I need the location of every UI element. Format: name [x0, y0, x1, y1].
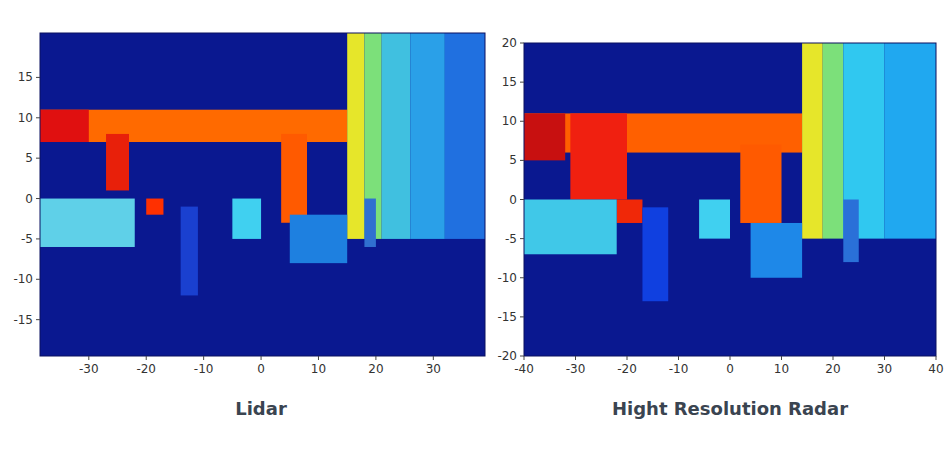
depth-region — [106, 134, 129, 191]
x-tick — [261, 356, 262, 360]
x-tick-label: 20 — [825, 362, 840, 376]
y-tick — [36, 158, 40, 159]
x-tick-label: 20 — [368, 362, 383, 376]
y-tick-label: 10 — [18, 111, 33, 125]
y-tick — [36, 319, 40, 320]
y-tick-label: 15 — [502, 75, 517, 89]
x-tick — [575, 356, 576, 360]
y-tick — [520, 82, 524, 83]
depth-region — [232, 199, 261, 239]
x-tick-label: 0 — [726, 362, 734, 376]
x-tick — [433, 356, 434, 360]
y-tick-label: 20 — [502, 36, 517, 50]
x-tick — [936, 356, 937, 360]
x-tick-label: -20 — [617, 362, 637, 376]
depth-region — [181, 207, 198, 296]
x-tick-label: 30 — [877, 362, 892, 376]
y-tick-label: 10 — [502, 114, 517, 128]
x-tick-label: -30 — [79, 362, 99, 376]
x-tick-label: 10 — [311, 362, 326, 376]
y-tick — [520, 356, 524, 357]
y-tick-label: 5 — [25, 151, 33, 165]
image-background — [40, 33, 485, 356]
x-tick-label: -10 — [669, 362, 689, 376]
depth-region — [823, 43, 844, 239]
depth-region — [740, 145, 781, 223]
x-tick — [884, 356, 885, 360]
x-tick — [524, 356, 525, 360]
x-tick-label: -40 — [514, 362, 534, 376]
figure: -30 -20 -10 0 10 20 30 -15 -10 -5 0 5 10 15 Lidar -40 -3… — [0, 0, 950, 453]
y-tick-label: 15 — [18, 70, 33, 84]
depth-region — [843, 200, 858, 263]
y-tick — [36, 77, 40, 78]
y-tick-label: -20 — [497, 349, 517, 363]
plot-frame — [524, 43, 936, 356]
depth-region — [524, 200, 617, 255]
x-tick — [730, 356, 731, 360]
depth-region — [885, 43, 937, 239]
depth-region — [382, 33, 411, 239]
y-tick — [520, 121, 524, 122]
y-tick-label: -10 — [13, 272, 33, 286]
depth-region — [146, 199, 163, 215]
y-tick — [520, 316, 524, 317]
y-tick — [520, 238, 524, 239]
y-tick-label: 5 — [509, 153, 517, 167]
depth-region — [40, 110, 89, 142]
x-tick — [146, 356, 147, 360]
plot-frame — [40, 33, 485, 356]
y-tick-label: 0 — [509, 193, 517, 207]
y-tick — [36, 117, 40, 118]
y-tick-label: -10 — [497, 271, 517, 285]
x-tick — [833, 356, 834, 360]
y-tick — [36, 198, 40, 199]
x-tick-label: -20 — [136, 362, 156, 376]
x-tick — [88, 356, 89, 360]
depth-region — [617, 200, 643, 223]
image-background — [524, 43, 936, 356]
plot-area — [40, 33, 485, 356]
y-tick — [36, 279, 40, 280]
x-tick-label: 30 — [426, 362, 441, 376]
x-tick — [781, 356, 782, 360]
y-tick — [520, 160, 524, 161]
chart-title: Lidar — [235, 398, 287, 419]
y-tick-label: -15 — [497, 310, 517, 324]
depth-region — [751, 223, 803, 278]
x-tick — [318, 356, 319, 360]
x-tick — [375, 356, 376, 360]
plot-area — [524, 43, 936, 356]
depth-region — [642, 207, 668, 301]
chart-title: Hight Resolution Radar — [612, 398, 848, 419]
depth-region — [445, 33, 485, 239]
x-tick-label: -30 — [566, 362, 586, 376]
x-tick — [203, 356, 204, 360]
y-tick — [520, 199, 524, 200]
x-tick — [678, 356, 679, 360]
y-tick-label: -5 — [21, 232, 33, 246]
depth-region — [524, 113, 565, 160]
y-tick — [520, 277, 524, 278]
x-tick-label: -10 — [194, 362, 214, 376]
depth-region — [290, 215, 347, 263]
depth-region — [802, 43, 823, 239]
y-tick-label: -15 — [13, 313, 33, 327]
depth-region — [364, 199, 375, 247]
depth-region — [40, 199, 135, 247]
y-tick — [520, 43, 524, 44]
depth-region — [699, 200, 730, 239]
y-tick — [36, 238, 40, 239]
x-tick-label: 40 — [928, 362, 943, 376]
x-tick-label: 0 — [257, 362, 265, 376]
y-tick-label: 0 — [25, 192, 33, 206]
y-tick-label: -5 — [505, 232, 517, 246]
depth-region — [410, 33, 444, 239]
depth-region — [281, 134, 307, 223]
x-tick — [627, 356, 628, 360]
depth-region — [570, 113, 627, 199]
x-tick-label: 10 — [774, 362, 789, 376]
depth-region — [347, 33, 364, 239]
